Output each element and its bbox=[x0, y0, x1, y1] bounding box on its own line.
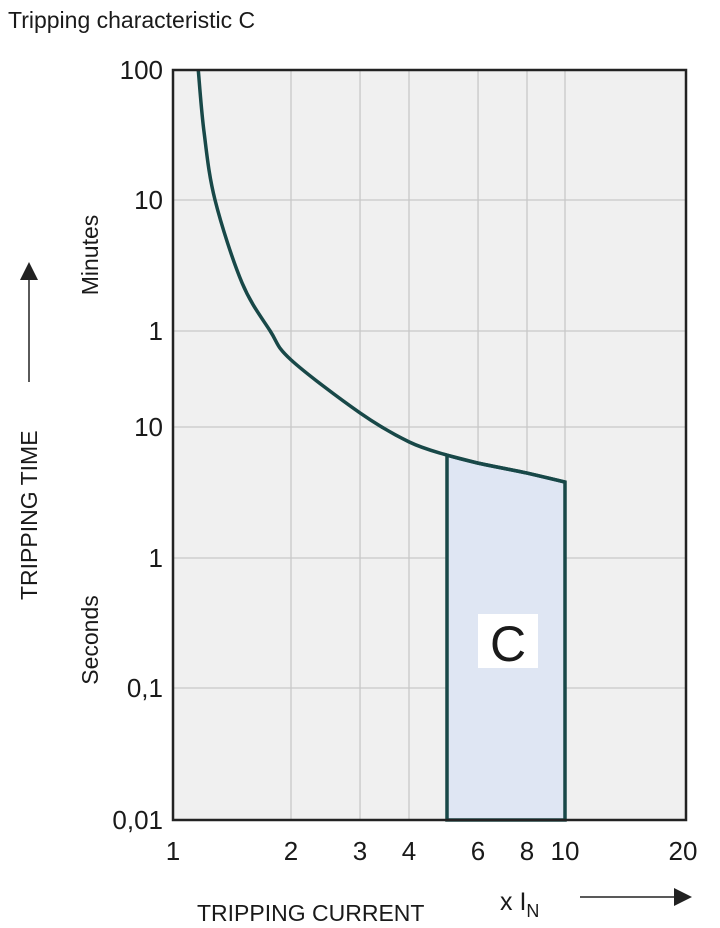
y-label-minutes: Minutes bbox=[77, 215, 103, 296]
y-label-seconds: Seconds bbox=[77, 595, 103, 685]
x-tick-label: 1 bbox=[166, 836, 180, 866]
y-tick-label: 0,01 bbox=[112, 805, 163, 835]
x-arrow-head bbox=[674, 888, 692, 906]
x-unit-prefix: x I bbox=[500, 888, 526, 916]
x-tick-label: 3 bbox=[353, 836, 367, 866]
x-tick-label: 4 bbox=[402, 836, 416, 866]
y-tick-label: 1 bbox=[149, 316, 163, 346]
plot-frame bbox=[171, 68, 688, 822]
x-tick-label: 6 bbox=[471, 836, 485, 866]
y-tick-labels: 100 10 1 10 1 0,1 0,01 bbox=[112, 55, 163, 835]
region-label-box bbox=[478, 614, 538, 668]
region-label: C bbox=[490, 616, 526, 672]
y-tick-label: 0,1 bbox=[127, 673, 163, 703]
x-tick-label: 8 bbox=[520, 836, 534, 866]
y-tick-label: 100 bbox=[120, 55, 163, 85]
x-tick-labels: 1 2 3 4 6 8 10 20 bbox=[166, 836, 698, 866]
x-tick-label: 10 bbox=[551, 836, 580, 866]
x-tick-label: 2 bbox=[284, 836, 298, 866]
y-arrow-head bbox=[20, 262, 38, 280]
y-tick-label: 10 bbox=[134, 412, 163, 442]
y-tick-label: 10 bbox=[134, 185, 163, 215]
plot-area bbox=[173, 70, 686, 820]
y-axis-label: TRIPPING TIME bbox=[16, 430, 42, 600]
chart-title: Tripping characteristic C bbox=[8, 7, 255, 33]
x-unit-sub: N bbox=[526, 901, 539, 921]
y-tick-label: 1 bbox=[149, 543, 163, 573]
grid bbox=[173, 70, 686, 820]
x-tick-label: 20 bbox=[669, 836, 698, 866]
x-unit-label: x IN bbox=[500, 888, 539, 921]
tripping-curve bbox=[196, 69, 566, 484]
x-axis-label: TRIPPING CURRENT bbox=[197, 900, 424, 926]
